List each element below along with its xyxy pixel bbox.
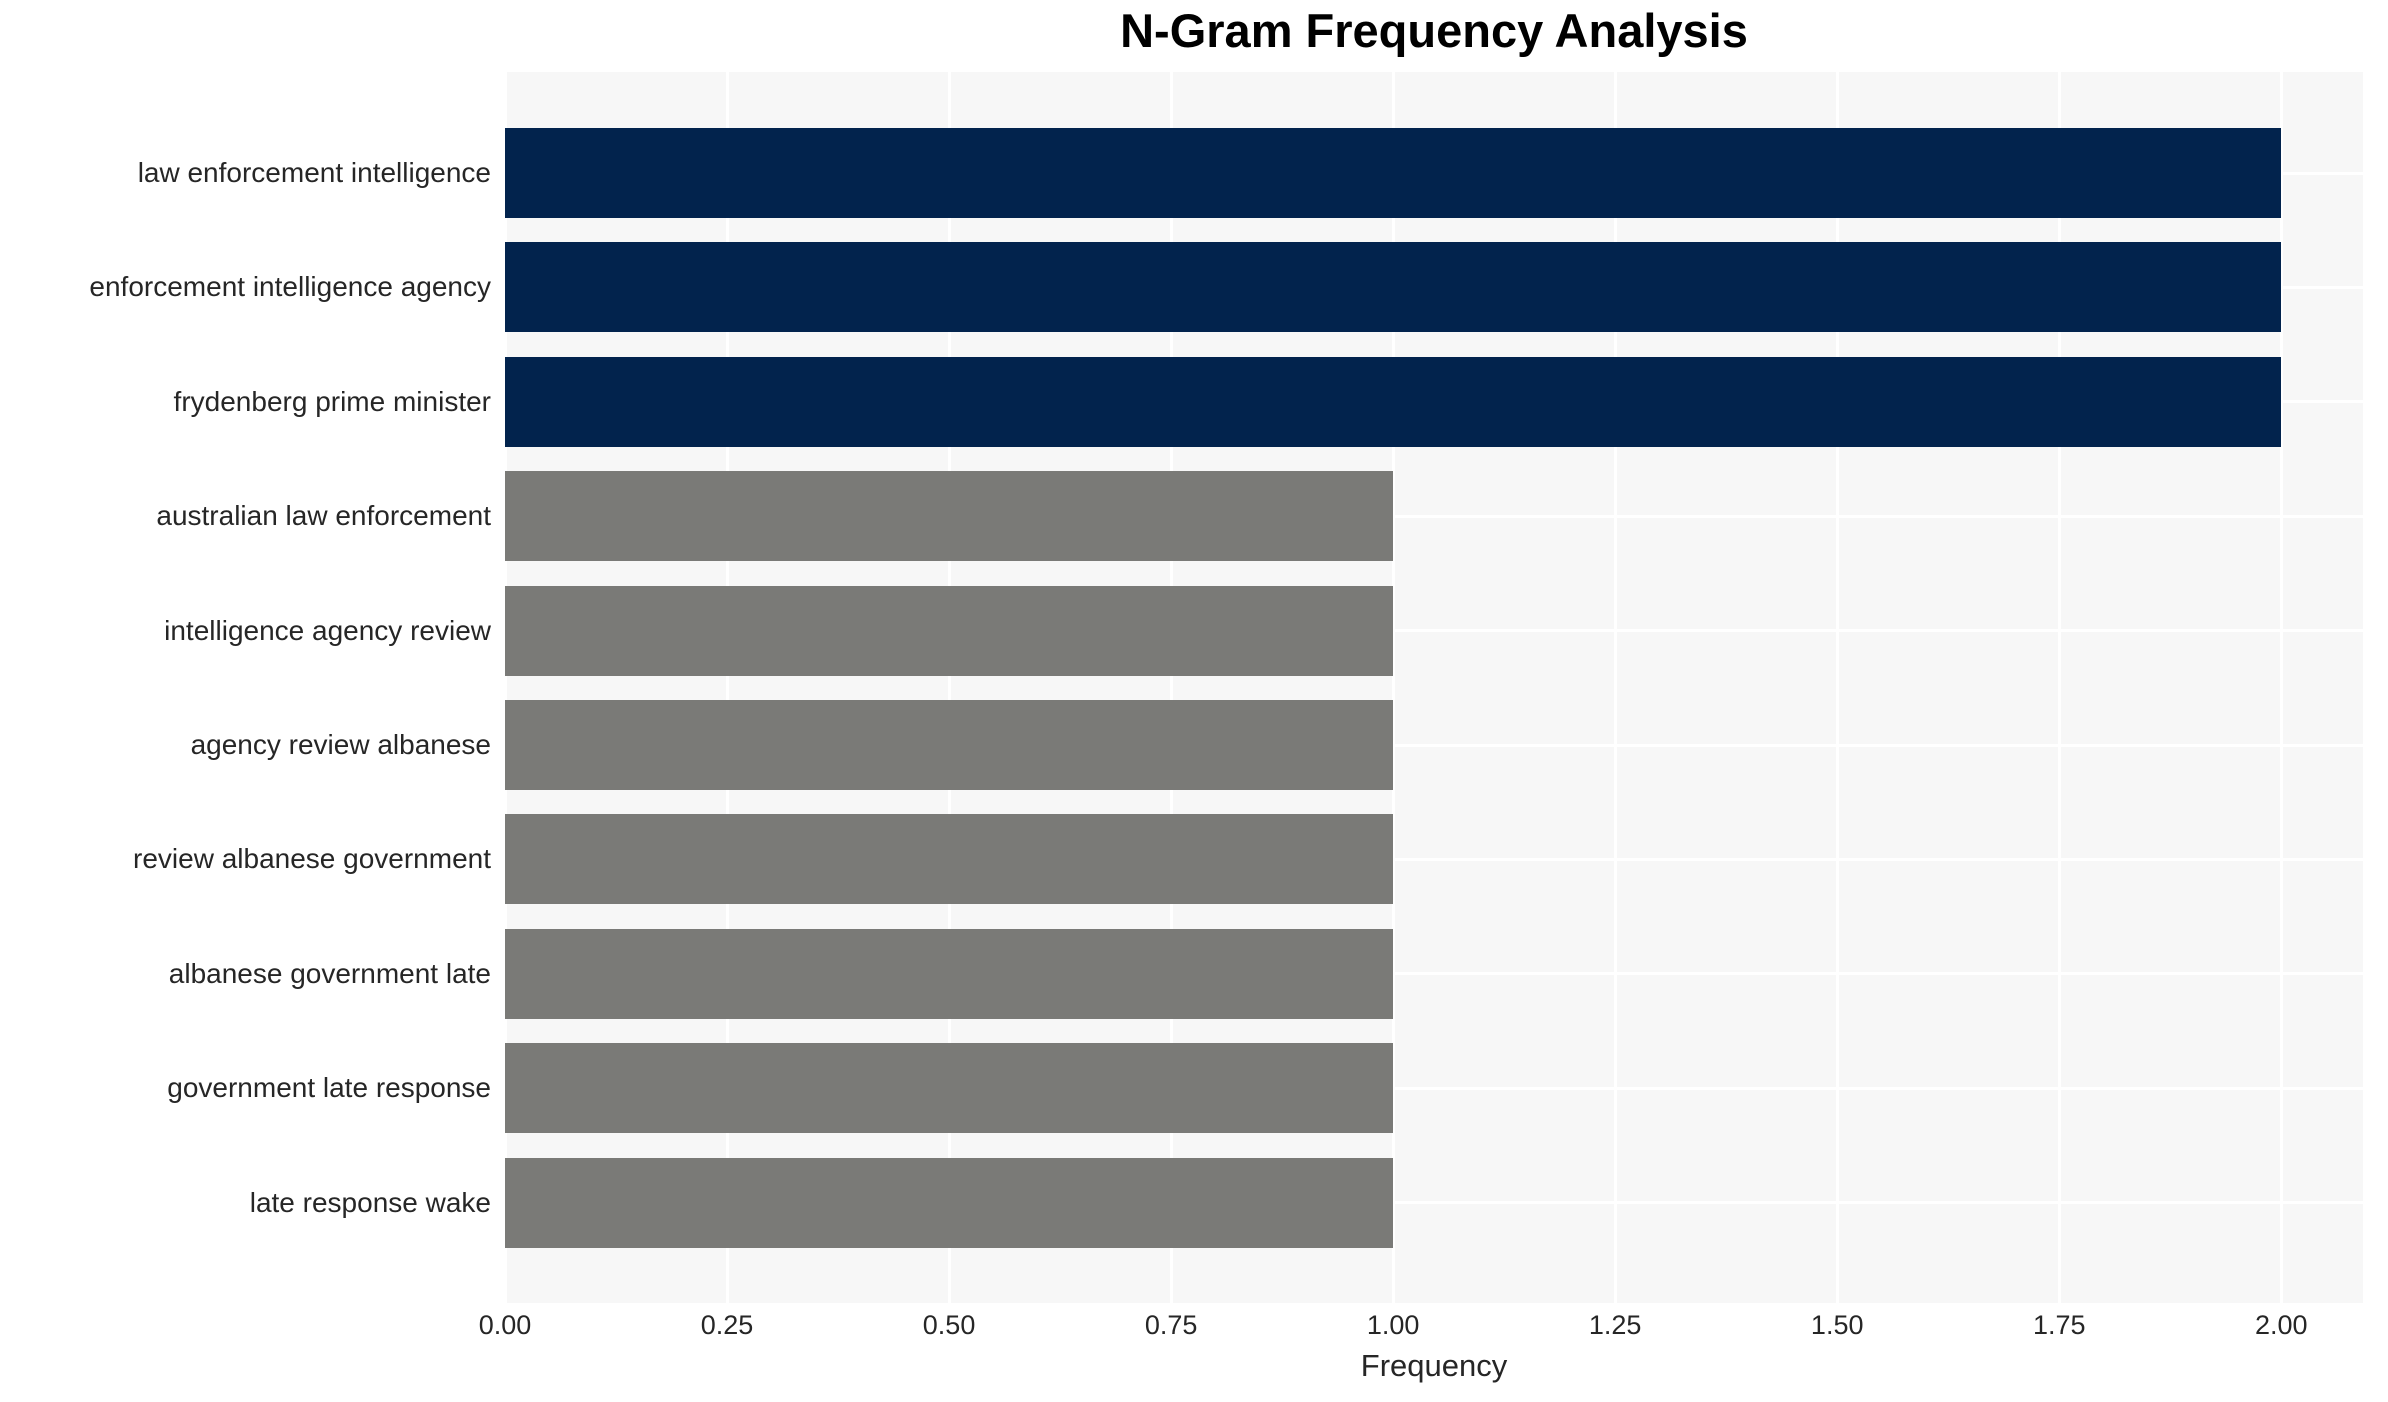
x-gridline (2279, 72, 2283, 1303)
bar (505, 700, 1394, 790)
x-tick-label: 1.00 (1366, 1310, 1420, 1340)
y-tick-label: government late response (167, 1072, 491, 1104)
y-gridline (505, 857, 2363, 861)
y-gridline (505, 1201, 2363, 1205)
y-tick-label: albanese government late (168, 957, 491, 989)
y-tick-label: intelligence agency review (164, 614, 491, 646)
y-tick-label: australian law enforcement (156, 500, 491, 532)
x-gridline (1169, 72, 1173, 1303)
y-tick-label: agency review albanese (190, 729, 491, 760)
x-tick-label: 0.00 (478, 1310, 532, 1340)
x-gridline (1835, 72, 1839, 1303)
x-gridline (2057, 72, 2061, 1303)
x-tick-label: 0.50 (922, 1310, 976, 1340)
x-tick-label: 0.25 (700, 1310, 754, 1340)
bar (505, 814, 1394, 905)
y-gridline (505, 1086, 2363, 1090)
y-tick-label: frydenberg prime minister (173, 385, 491, 417)
y-tick-label: review albanese government (133, 843, 491, 875)
y-gridline (505, 514, 2363, 518)
x-gridline (725, 72, 729, 1303)
bar (505, 128, 2282, 218)
bar (505, 928, 1394, 1019)
x-tick-label: 1.25 (1588, 1310, 1642, 1340)
x-axis-label: Frequency (1360, 1348, 1508, 1383)
x-gridline (947, 72, 951, 1303)
chart-title: N-Gram Frequency Analysis (1120, 4, 1748, 57)
x-tick-label: 2.00 (2255, 1310, 2308, 1340)
y-gridline (505, 743, 2363, 747)
y-tick-label: late response wake (249, 1186, 491, 1218)
bar (505, 585, 1394, 676)
x-tick-label: 1.50 (1810, 1310, 1864, 1340)
x-gridline (503, 72, 507, 1303)
plot-area (503, 72, 2363, 1303)
y-gridline (505, 629, 2363, 633)
x-gridline (1613, 72, 1617, 1303)
y-gridline (505, 972, 2363, 976)
bar (505, 356, 2282, 447)
y-tick-label: law enforcement intelligence (137, 157, 491, 188)
x-tick-label: 0.75 (1144, 1310, 1198, 1340)
bar (505, 1043, 1394, 1134)
bar (505, 1157, 1394, 1248)
x-gridline (1391, 72, 1395, 1303)
y-tick-label: enforcement intelligence agency (89, 271, 491, 303)
x-tick-label: 1.75 (2032, 1310, 2086, 1340)
bar (505, 242, 2282, 333)
bar (505, 471, 1394, 562)
